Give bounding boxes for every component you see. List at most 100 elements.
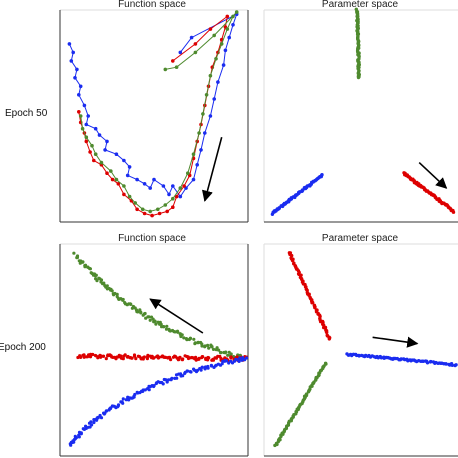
data-point [95, 279, 99, 283]
data-point [142, 355, 146, 359]
data-point [191, 177, 196, 182]
data-point [204, 93, 209, 97]
data-point [208, 73, 213, 78]
data-point [67, 42, 72, 46]
data-point [104, 409, 109, 413]
data-point [193, 42, 198, 46]
data-point [399, 357, 403, 361]
data-point [116, 403, 121, 407]
data-point [165, 209, 169, 214]
data-point [92, 158, 96, 163]
data-point [212, 97, 216, 101]
data-point [109, 169, 113, 173]
data-point [223, 48, 228, 53]
data-point [93, 126, 98, 131]
series-red [287, 251, 332, 341]
data-point [79, 431, 83, 435]
data-point [181, 374, 185, 378]
direction-arrow [418, 162, 448, 189]
data-point [194, 355, 198, 359]
data-point [208, 27, 213, 31]
data-point [121, 357, 125, 361]
data-point [133, 392, 137, 397]
data-point [74, 436, 78, 440]
data-point [122, 158, 126, 163]
data-point [116, 182, 121, 186]
data-point [193, 50, 198, 55]
data-point [197, 356, 201, 360]
data-point [115, 292, 119, 296]
data-point [451, 210, 456, 214]
data-point [199, 148, 203, 152]
data-point [180, 333, 184, 337]
data-point [185, 338, 189, 342]
series-red [402, 171, 456, 214]
data-point [90, 423, 94, 427]
panel-title: Function space [118, 233, 186, 244]
series-blue [67, 12, 239, 199]
data-point [219, 42, 224, 46]
data-point [152, 177, 156, 182]
data-point [161, 184, 166, 188]
data-point [135, 207, 139, 212]
data-point [171, 184, 175, 188]
data-point [142, 182, 147, 186]
data-point [139, 311, 143, 315]
data-point [180, 358, 184, 362]
data-point [203, 344, 207, 348]
data-point [178, 194, 183, 199]
data-point [156, 356, 160, 360]
data-point [186, 171, 190, 175]
data-point [121, 297, 125, 302]
data-point [229, 356, 233, 360]
data-point [121, 397, 125, 401]
data-point [152, 384, 156, 388]
data-point [156, 207, 160, 212]
data-point [178, 186, 183, 190]
data-point [229, 352, 233, 356]
data-point [165, 324, 169, 328]
data-point [72, 440, 76, 444]
data-point [148, 209, 152, 214]
panel-title: Parameter space [322, 0, 399, 10]
data-point [166, 378, 171, 382]
data-point [425, 361, 430, 365]
data-point [238, 356, 242, 360]
data-point [108, 406, 113, 411]
panel-function-space-epoch-200: Function space [59, 233, 249, 457]
data-point [212, 33, 216, 38]
data-point [231, 14, 235, 19]
data-point [182, 336, 186, 340]
data-point [169, 358, 173, 362]
data-point [78, 84, 83, 89]
data-point [211, 347, 216, 351]
data-point [69, 443, 73, 447]
panel-title: Function space [118, 0, 186, 10]
data-point [88, 150, 92, 154]
data-point [105, 284, 109, 288]
data-point [207, 356, 211, 360]
data-point [93, 152, 98, 156]
data-point [110, 289, 114, 293]
data-point [75, 254, 80, 258]
data-point [102, 281, 106, 285]
data-point [173, 330, 177, 334]
data-point [125, 355, 130, 359]
data-point [171, 196, 175, 201]
data-point [356, 75, 361, 80]
data-point [94, 273, 98, 277]
data-point [97, 133, 102, 137]
data-point [323, 325, 328, 330]
data-point [225, 14, 230, 19]
data-point [313, 305, 317, 310]
data-point [88, 355, 93, 359]
data-point [200, 365, 204, 369]
series-green [78, 10, 239, 214]
data-point [444, 362, 448, 366]
data-point [273, 443, 277, 448]
data-point [79, 355, 83, 359]
data-point [178, 355, 182, 359]
data-point [127, 165, 132, 169]
data-point [162, 325, 166, 329]
data-point [206, 366, 210, 370]
